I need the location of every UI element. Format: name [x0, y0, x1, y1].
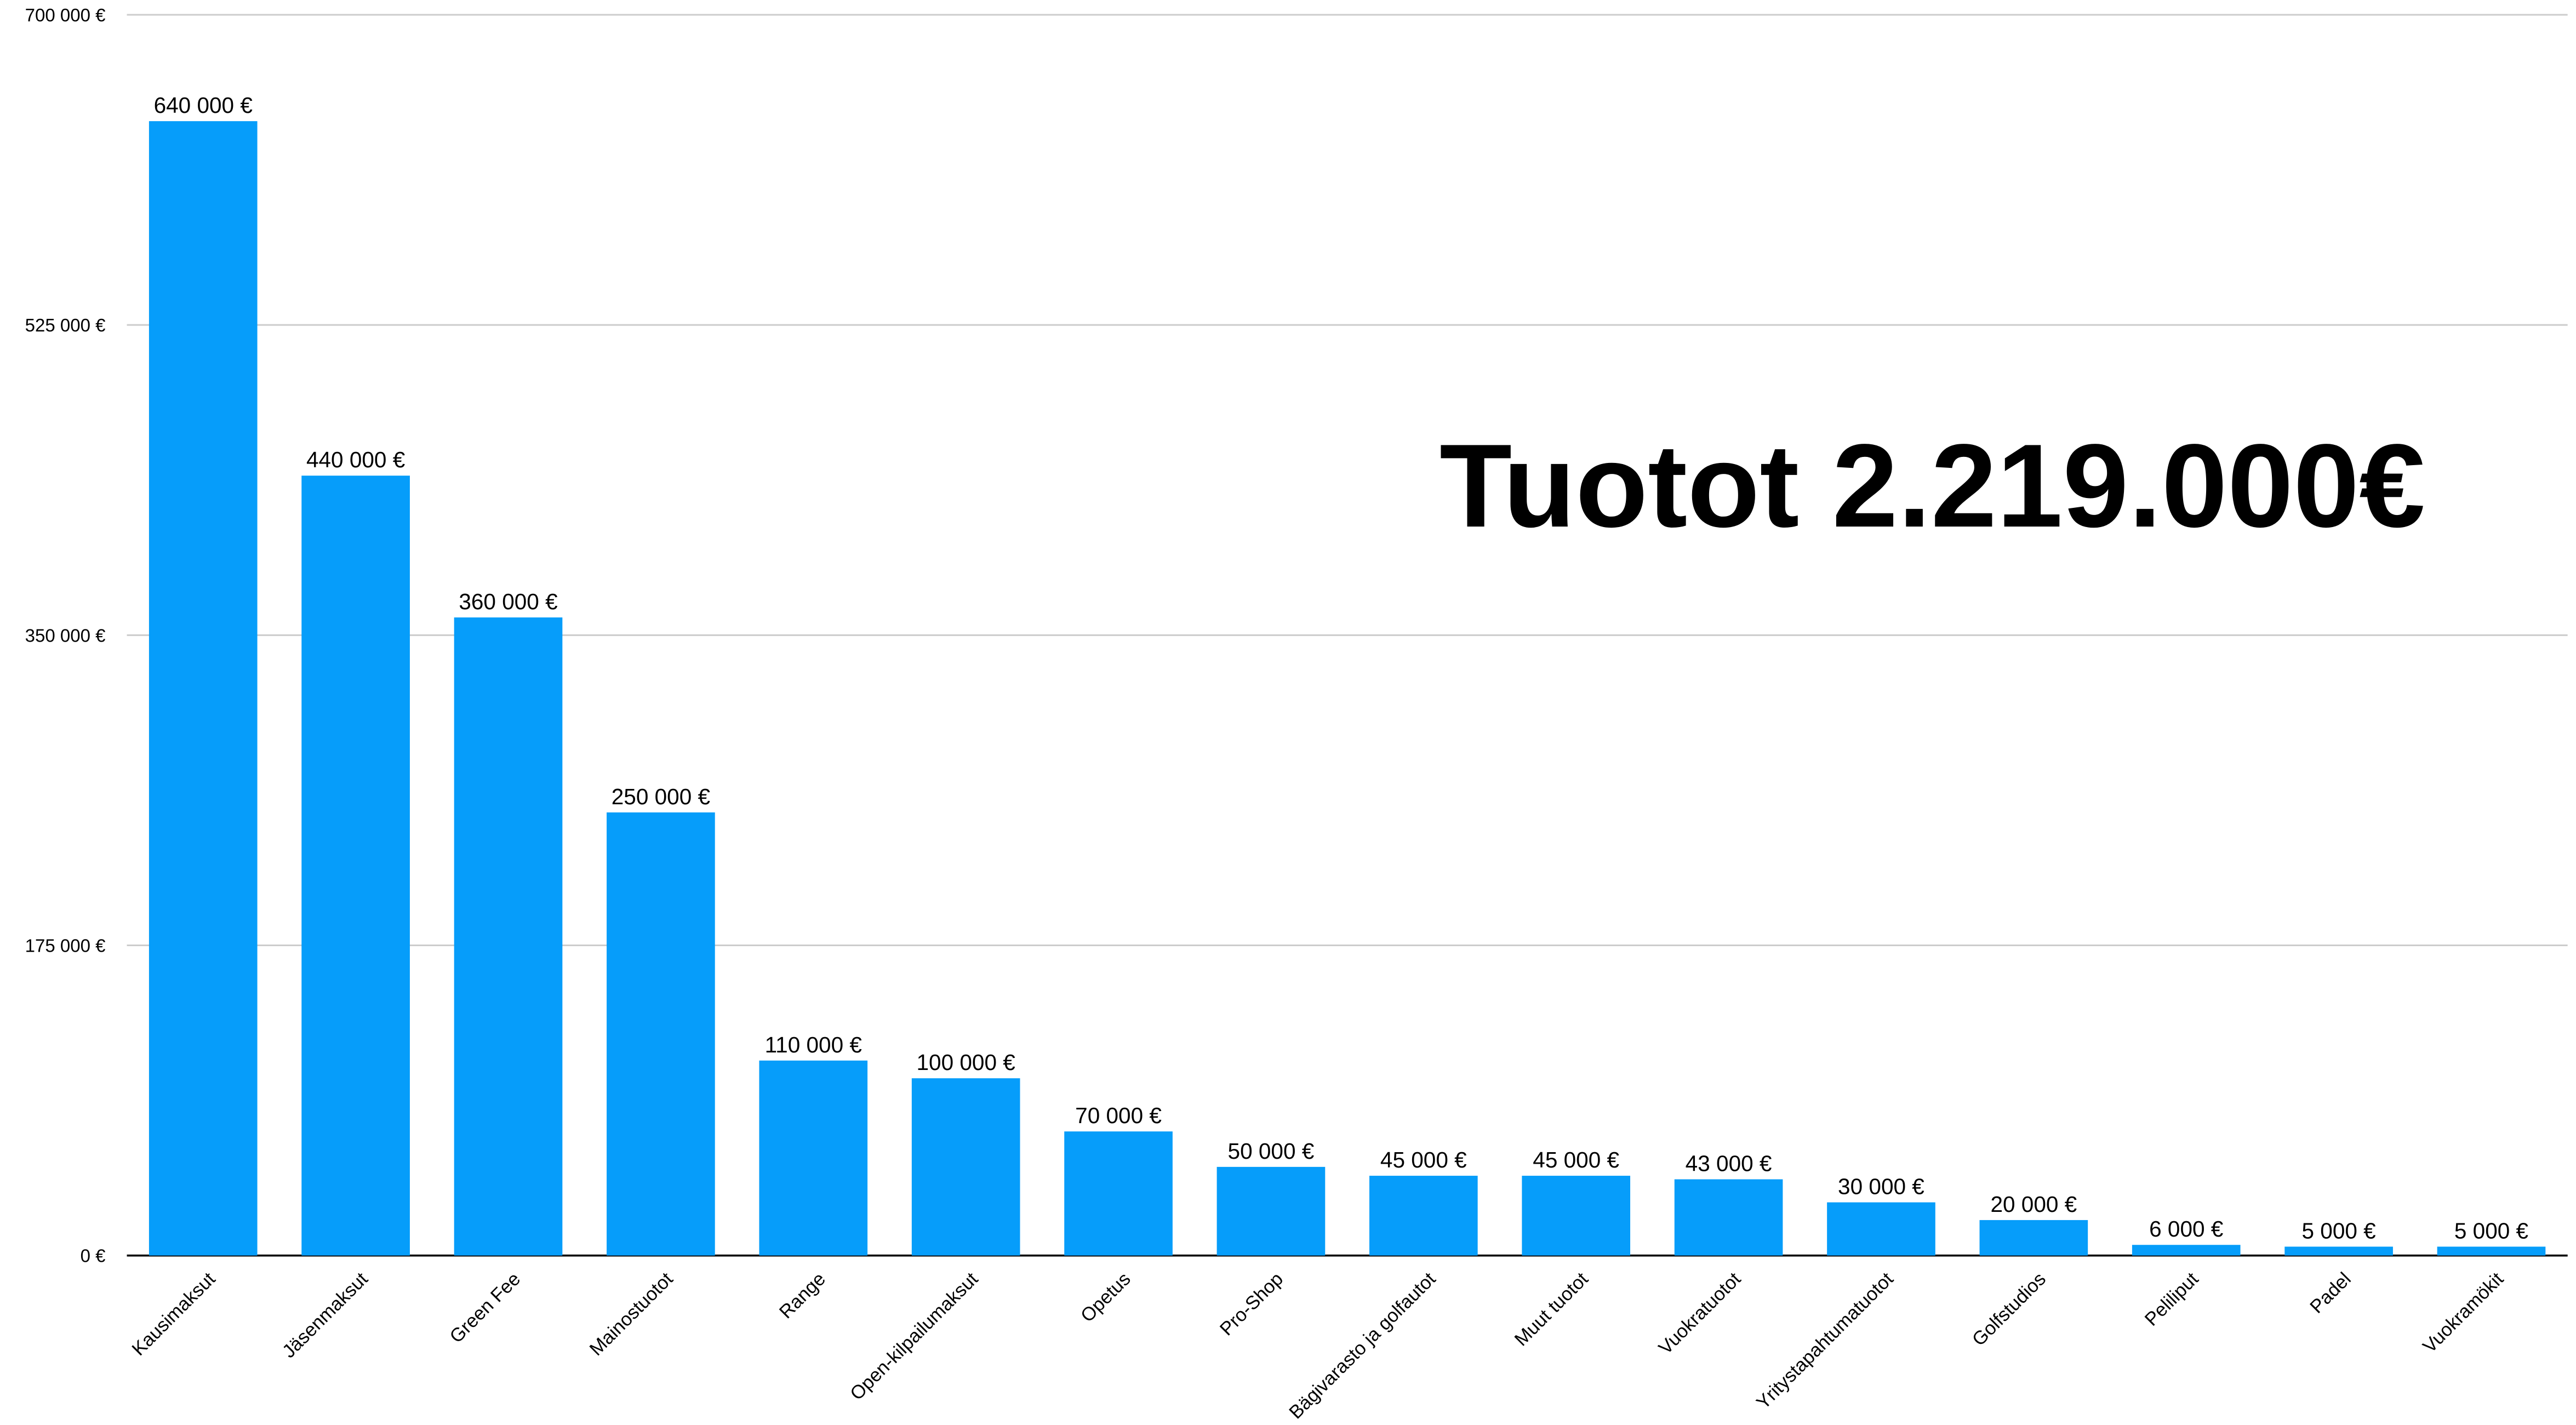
value-label: 110 000 € — [765, 1032, 862, 1057]
bar — [1827, 1202, 1935, 1256]
x-tick-label: Mainostuotot — [586, 1268, 677, 1360]
value-label: 5 000 € — [2302, 1218, 2376, 1243]
x-tick-label: Range — [775, 1268, 830, 1323]
value-label: 45 000 € — [1533, 1147, 1619, 1172]
value-label: 30 000 € — [1838, 1174, 1924, 1199]
x-tick-label: Pro-Shop — [1216, 1268, 1287, 1340]
x-tick-label: Vuokratuotot — [1655, 1268, 1745, 1359]
annotation: Tuotot 2.219.000€ — [1440, 419, 2425, 552]
bar — [911, 1078, 1020, 1256]
x-tick-label: Opetus — [1077, 1268, 1135, 1326]
value-label: 20 000 € — [1990, 1192, 2077, 1217]
value-label: 440 000 € — [306, 447, 405, 472]
bar — [2132, 1245, 2241, 1256]
bar — [1674, 1179, 1783, 1256]
bar — [607, 812, 715, 1256]
x-tick-label: Open-kilpailumaksut — [846, 1268, 982, 1404]
y-tick-label: 525 000 € — [25, 315, 106, 335]
y-tick-label: 0 € — [81, 1246, 106, 1266]
x-tick-label: Bägivarasto ja golfautot — [1286, 1268, 1440, 1423]
x-tick-label: Yritystapahtumatuotot — [1752, 1268, 1898, 1413]
bar — [454, 617, 563, 1256]
bar — [2284, 1246, 2393, 1256]
value-label: 6 000 € — [2149, 1216, 2223, 1241]
bar — [1522, 1176, 1631, 1256]
value-label: 50 000 € — [1228, 1138, 1315, 1164]
bar — [301, 476, 410, 1256]
bar — [1216, 1166, 1326, 1256]
y-tick-label: 700 000 € — [25, 5, 106, 25]
value-label: 100 000 € — [917, 1050, 1015, 1075]
value-label: 43 000 € — [1686, 1151, 1772, 1176]
x-tick-label: Kausimaksut — [128, 1268, 220, 1360]
x-tick-label: Padel — [2306, 1268, 2355, 1317]
value-label: 5 000 € — [2454, 1218, 2528, 1243]
bar — [1369, 1176, 1478, 1256]
bar — [148, 121, 258, 1256]
x-tick-label: Jäsenmaksut — [278, 1268, 372, 1362]
value-label: 360 000 € — [459, 589, 557, 614]
bar — [1064, 1131, 1173, 1256]
value-label: 45 000 € — [1380, 1147, 1467, 1172]
bar — [2437, 1246, 2546, 1256]
value-label: 70 000 € — [1075, 1103, 1162, 1128]
x-tick-label: Vuokramökit — [2419, 1268, 2508, 1357]
x-tick-label: Green Fee — [446, 1268, 525, 1347]
bar — [759, 1060, 868, 1256]
bar — [1979, 1220, 2088, 1256]
x-tick-label: Golfstudios — [1968, 1268, 2050, 1350]
value-label: 640 000 € — [154, 93, 253, 118]
value-label: 250 000 € — [612, 784, 710, 809]
y-tick-label: 350 000 € — [25, 625, 106, 645]
y-tick-label: 175 000 € — [25, 936, 106, 956]
x-tick-label: Muut tuotot — [1511, 1268, 1592, 1350]
x-tick-label: Peliliput — [2141, 1268, 2203, 1330]
